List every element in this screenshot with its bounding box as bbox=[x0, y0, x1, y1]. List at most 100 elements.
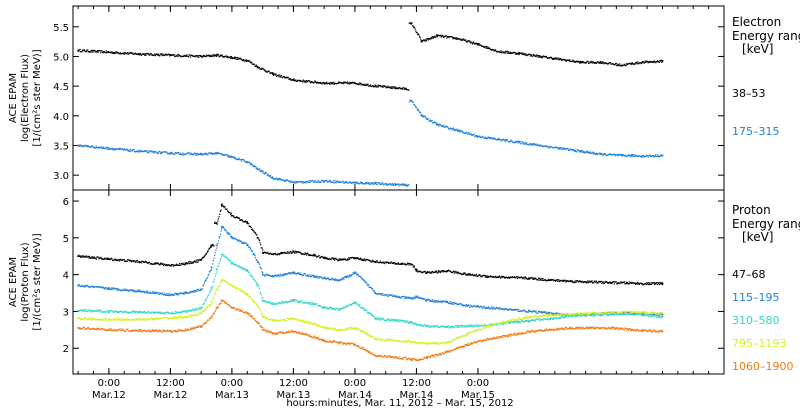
data-dot bbox=[390, 184, 393, 186]
data-dot bbox=[450, 325, 452, 327]
data-dot bbox=[646, 283, 649, 285]
data-dot bbox=[190, 262, 192, 264]
data-dot bbox=[215, 271, 218, 273]
data-dot bbox=[305, 253, 307, 255]
data-dot bbox=[451, 36, 454, 38]
data-dot bbox=[463, 38, 465, 40]
data-dot bbox=[101, 319, 103, 321]
data-dot bbox=[233, 157, 236, 160]
data-dot bbox=[444, 126, 446, 128]
data-dot bbox=[304, 181, 307, 183]
data-dot bbox=[162, 53, 164, 55]
data-dot bbox=[477, 305, 479, 307]
data-dot bbox=[239, 266, 242, 268]
data-dot bbox=[145, 290, 148, 292]
data-dot bbox=[313, 276, 315, 278]
data-dot bbox=[292, 250, 295, 252]
data-dot bbox=[249, 162, 251, 164]
data-dot bbox=[317, 181, 320, 183]
data-dot bbox=[519, 141, 521, 143]
data-dot bbox=[366, 83, 368, 85]
data-dot bbox=[206, 251, 209, 253]
data-dot bbox=[493, 138, 495, 140]
data-dot bbox=[192, 290, 194, 292]
data-dot bbox=[487, 46, 489, 48]
data-dot bbox=[513, 141, 516, 144]
data-dot bbox=[187, 56, 190, 58]
data-dot bbox=[468, 274, 471, 276]
data-dot bbox=[174, 153, 176, 155]
data-dot bbox=[546, 56, 548, 59]
data-dot bbox=[182, 293, 184, 295]
data-dot bbox=[401, 88, 403, 90]
data-dot bbox=[452, 303, 455, 305]
data-dot bbox=[211, 267, 213, 269]
data-dot bbox=[481, 307, 484, 309]
data-dot bbox=[416, 297, 418, 299]
data-dot bbox=[314, 276, 316, 279]
data-dot bbox=[544, 311, 547, 313]
data-dot bbox=[251, 164, 254, 166]
data-dot bbox=[523, 276, 525, 278]
data-dot bbox=[82, 255, 84, 257]
data-dot bbox=[147, 262, 149, 264]
data-point bbox=[579, 61, 582, 64]
data-dot bbox=[505, 140, 508, 142]
data-dot bbox=[618, 64, 620, 67]
data-dot bbox=[602, 281, 604, 283]
data-dot bbox=[163, 264, 165, 267]
data-dot bbox=[219, 261, 221, 263]
data-dot bbox=[582, 150, 584, 152]
data-dot bbox=[613, 314, 616, 316]
data-dot bbox=[126, 53, 128, 55]
data-dot bbox=[117, 311, 119, 313]
data-dot bbox=[310, 303, 313, 305]
data-dot bbox=[637, 155, 639, 158]
data-dot bbox=[334, 259, 336, 261]
data-dot bbox=[661, 283, 664, 286]
data-dot bbox=[381, 183, 383, 185]
data-dot bbox=[379, 84, 382, 87]
data-dot bbox=[271, 302, 273, 304]
data-dot bbox=[93, 318, 95, 320]
data-dot bbox=[606, 314, 609, 316]
data-point bbox=[246, 222, 249, 224]
data-dot bbox=[324, 258, 327, 260]
data-dot bbox=[419, 323, 421, 326]
data-dot bbox=[210, 289, 213, 291]
proton-series-layer bbox=[77, 203, 664, 362]
data-dot bbox=[424, 40, 426, 42]
data-dot bbox=[290, 301, 292, 303]
data-dot bbox=[584, 281, 586, 283]
data-dot bbox=[475, 325, 477, 327]
data-dot bbox=[451, 129, 454, 131]
y-tick-label: 4 bbox=[63, 271, 69, 282]
data-dot bbox=[156, 311, 159, 313]
data-dot bbox=[326, 306, 328, 309]
data-dot bbox=[518, 309, 520, 311]
data-dot bbox=[159, 150, 161, 153]
data-dot bbox=[264, 70, 267, 72]
data-dot bbox=[458, 130, 460, 132]
data-dot bbox=[323, 305, 325, 308]
data-dot bbox=[164, 54, 166, 57]
electron-legend-title-2: Energy ranges bbox=[732, 29, 800, 43]
data-dot bbox=[197, 55, 199, 57]
data-dot bbox=[366, 282, 368, 284]
data-dot bbox=[316, 303, 318, 305]
data-dot bbox=[279, 178, 282, 180]
data-dot bbox=[89, 257, 91, 259]
data-dot bbox=[147, 53, 150, 55]
data-dot bbox=[334, 182, 336, 184]
data-dot bbox=[142, 311, 145, 314]
data-dot bbox=[591, 61, 593, 63]
data-dot bbox=[224, 206, 226, 208]
data-dot bbox=[151, 292, 153, 294]
data-dot bbox=[298, 272, 300, 274]
data-dot bbox=[208, 54, 210, 56]
data-dot bbox=[324, 83, 326, 85]
data-dot bbox=[400, 319, 402, 321]
data-dot bbox=[463, 273, 465, 275]
data-dot bbox=[402, 183, 405, 185]
